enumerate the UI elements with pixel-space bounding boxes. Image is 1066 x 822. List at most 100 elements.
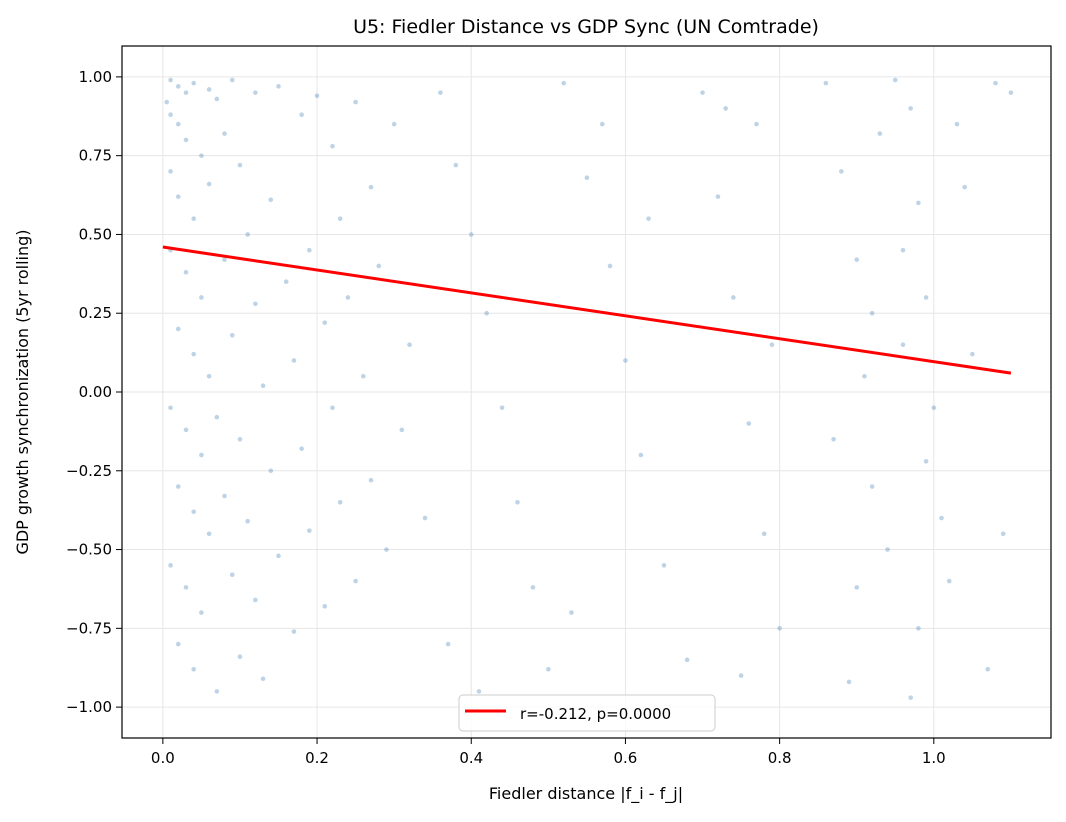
- data-point: [869, 484, 875, 489]
- data-point: [183, 90, 189, 95]
- y-axis-ticks: 1.00 0.75 0.50 0.25 0.00 −0.25 −0.50 −0.75 −1.00: [66, 68, 122, 716]
- data-point: [260, 676, 266, 682]
- data-point: [206, 373, 212, 379]
- data-point: [175, 484, 181, 489]
- data-point: [253, 301, 258, 307]
- data-point: [368, 184, 374, 190]
- scatter-points: [164, 77, 1014, 700]
- data-point: [877, 131, 883, 136]
- data-point: [569, 610, 574, 615]
- data-point: [731, 295, 736, 300]
- data-point: [584, 175, 590, 181]
- y-tick-label: −0.75: [66, 619, 112, 637]
- y-tick-label: 0.00: [79, 383, 112, 401]
- data-point: [191, 667, 196, 672]
- data-point: [638, 452, 644, 458]
- data-point: [175, 641, 181, 647]
- chart-title: U5: Fiedler Distance vs GDP Sync (UN Com…: [353, 16, 819, 38]
- data-point: [600, 121, 605, 127]
- data-point: [245, 232, 250, 237]
- y-tick-label: 0.50: [79, 225, 112, 243]
- data-point: [307, 247, 312, 253]
- y-tick-label: 1.00: [79, 68, 112, 86]
- data-point: [846, 679, 852, 685]
- y-tick-label: −0.25: [66, 462, 112, 480]
- data-point: [291, 358, 297, 363]
- data-point: [353, 578, 358, 584]
- data-point: [908, 695, 913, 700]
- data-point: [330, 143, 335, 149]
- regression-line: [162, 245, 1012, 375]
- data-point: [854, 257, 860, 262]
- grid: [122, 46, 1051, 738]
- data-point: [183, 427, 189, 433]
- data-point: [175, 121, 181, 127]
- data-point: [283, 279, 289, 285]
- data-point: [276, 84, 281, 89]
- data-point: [661, 563, 667, 568]
- data-point: [715, 194, 721, 199]
- data-point: [515, 499, 520, 505]
- data-point: [900, 247, 906, 253]
- data-point: [931, 405, 937, 411]
- data-point: [268, 468, 274, 474]
- data-point: [175, 194, 181, 199]
- data-point: [191, 509, 196, 515]
- x-tick-label: 0.4: [459, 749, 483, 767]
- data-point: [361, 373, 366, 379]
- data-point: [191, 80, 196, 86]
- data-point: [530, 585, 536, 590]
- data-point: [723, 106, 728, 111]
- legend-label: r=-0.212, p=0.0000: [520, 705, 671, 723]
- data-point: [168, 169, 173, 174]
- data-point: [468, 232, 474, 237]
- data-point: [399, 427, 405, 433]
- data-point: [268, 197, 274, 203]
- data-point: [923, 295, 929, 300]
- data-point: [923, 459, 929, 464]
- data-point: [206, 531, 212, 537]
- data-point: [199, 153, 204, 158]
- data-point: [345, 295, 351, 300]
- data-point: [368, 477, 374, 483]
- data-point: [754, 121, 759, 127]
- x-tick-label: 0.8: [768, 749, 792, 767]
- data-point: [168, 112, 173, 117]
- data-point: [839, 169, 844, 174]
- y-tick-label: −0.50: [66, 541, 112, 559]
- data-point: [916, 626, 921, 631]
- data-point: [384, 547, 389, 552]
- data-point: [199, 452, 204, 458]
- data-point: [299, 112, 304, 117]
- data-point: [453, 162, 459, 168]
- data-point: [191, 351, 196, 357]
- x-axis-label: Fiedler distance |f_i - f_j|: [489, 784, 683, 804]
- data-point: [229, 572, 235, 578]
- data-point: [831, 436, 836, 442]
- data-point: [229, 332, 235, 338]
- data-point: [322, 603, 328, 609]
- data-point: [993, 80, 998, 86]
- x-tick-label: 0.2: [305, 749, 329, 767]
- data-point: [885, 547, 890, 552]
- x-tick-label: 0.0: [151, 749, 175, 767]
- data-point: [229, 77, 235, 83]
- data-point: [700, 90, 705, 95]
- data-point: [168, 405, 173, 411]
- data-point: [391, 121, 397, 127]
- data-point: [561, 80, 567, 86]
- data-point: [164, 99, 170, 105]
- data-point: [445, 641, 451, 647]
- data-point: [337, 216, 343, 221]
- data-point: [1008, 90, 1014, 95]
- data-point: [946, 578, 952, 584]
- data-point: [222, 131, 227, 136]
- data-point: [322, 320, 328, 325]
- data-point: [237, 436, 243, 442]
- data-point: [237, 162, 243, 168]
- data-point: [623, 358, 628, 363]
- data-point: [191, 216, 196, 221]
- data-point: [214, 414, 220, 420]
- data-point: [260, 383, 266, 388]
